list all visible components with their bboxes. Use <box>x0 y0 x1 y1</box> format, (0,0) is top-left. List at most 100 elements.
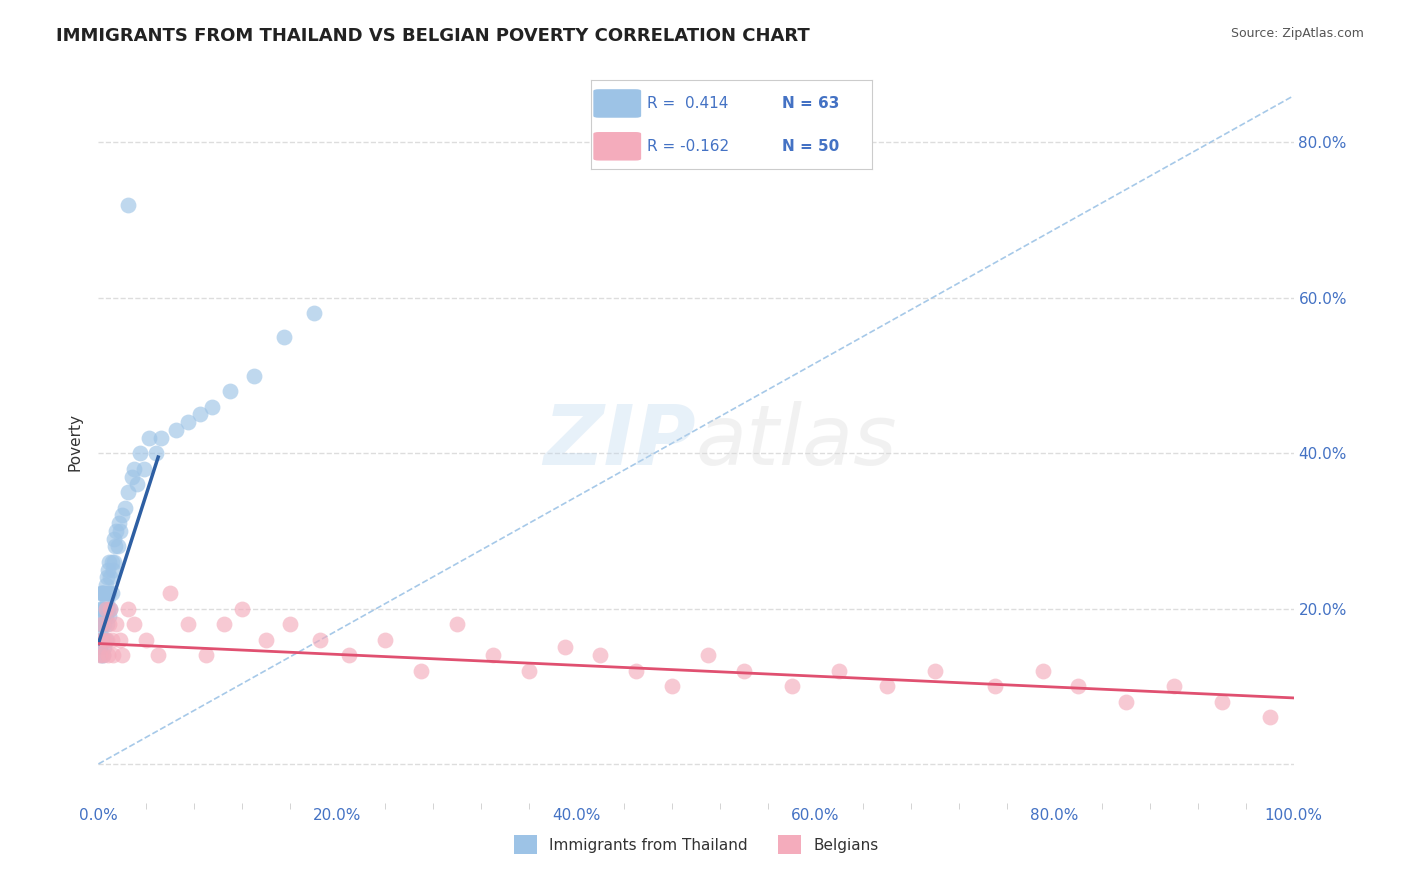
Point <box>89 601 111 615</box>
Point <box>117 197 139 211</box>
Point <box>90 632 112 647</box>
Point <box>105 617 128 632</box>
Point <box>589 648 612 663</box>
Point <box>165 423 187 437</box>
Point <box>94 601 117 615</box>
Point <box>243 368 266 383</box>
Point <box>117 601 139 615</box>
Point <box>91 617 114 632</box>
Point <box>188 408 211 422</box>
Point <box>308 632 330 647</box>
Point <box>93 601 115 615</box>
Point <box>90 648 112 663</box>
Point <box>278 617 301 632</box>
Point <box>91 632 114 647</box>
Point <box>148 648 170 663</box>
Point <box>1258 710 1281 724</box>
Point <box>90 586 112 600</box>
Point <box>96 570 118 584</box>
Text: R = -0.162: R = -0.162 <box>647 139 728 153</box>
Point <box>411 664 433 678</box>
Point <box>1032 664 1054 678</box>
Point <box>828 664 851 678</box>
Point <box>91 586 114 600</box>
Point <box>212 617 235 632</box>
Legend: Immigrants from Thailand, Belgians: Immigrants from Thailand, Belgians <box>508 830 884 860</box>
Point <box>98 609 121 624</box>
Point <box>517 664 540 678</box>
Point <box>125 477 148 491</box>
Point <box>124 617 146 632</box>
Point <box>96 632 118 647</box>
Point <box>93 640 115 655</box>
Point <box>273 329 295 343</box>
Point <box>111 508 134 523</box>
Point <box>100 632 122 647</box>
Point <box>91 648 114 663</box>
Point <box>104 540 127 554</box>
Point <box>97 586 120 600</box>
Point <box>97 601 120 615</box>
Point <box>91 617 114 632</box>
Point <box>108 524 131 538</box>
Point <box>780 679 803 693</box>
Point <box>554 640 576 655</box>
Point <box>91 632 114 647</box>
Point <box>697 648 720 663</box>
Point <box>89 648 111 663</box>
Point <box>254 632 277 647</box>
Point <box>984 679 1007 693</box>
Point <box>117 485 139 500</box>
Point <box>93 632 115 647</box>
Point <box>121 469 143 483</box>
Point <box>97 563 120 577</box>
Point <box>145 446 167 460</box>
Point <box>446 617 468 632</box>
Point <box>100 555 122 569</box>
Point <box>1067 679 1090 693</box>
Point <box>195 648 218 663</box>
Point <box>90 617 112 632</box>
Point <box>129 446 152 460</box>
Point <box>103 555 125 569</box>
Point <box>876 679 898 693</box>
Point <box>124 461 146 475</box>
Point <box>96 594 118 608</box>
Point <box>177 415 200 429</box>
Point <box>91 601 114 615</box>
Point <box>114 500 136 515</box>
Point <box>94 609 117 624</box>
Point <box>135 632 157 647</box>
Point <box>91 609 114 624</box>
Point <box>93 617 115 632</box>
Point <box>1115 695 1137 709</box>
Point <box>89 640 111 655</box>
Point <box>149 431 172 445</box>
Point <box>481 648 505 663</box>
Point <box>98 586 121 600</box>
Point <box>138 431 160 445</box>
Text: atlas: atlas <box>696 401 897 482</box>
Point <box>96 617 118 632</box>
Point <box>98 601 122 615</box>
FancyBboxPatch shape <box>593 89 641 118</box>
Point <box>108 632 131 647</box>
Point <box>1163 679 1185 693</box>
Point <box>159 586 181 600</box>
Point <box>94 578 117 592</box>
Point <box>98 601 122 615</box>
Point <box>90 632 112 647</box>
Point <box>374 632 396 647</box>
Point <box>1211 695 1233 709</box>
FancyBboxPatch shape <box>593 132 641 161</box>
Point <box>101 563 124 577</box>
Point <box>132 461 155 475</box>
Point <box>733 664 755 678</box>
Point <box>101 648 124 663</box>
Y-axis label: Poverty: Poverty <box>67 412 83 471</box>
Point <box>98 555 121 569</box>
Point <box>111 648 134 663</box>
Point <box>107 540 129 554</box>
Point <box>302 306 325 320</box>
Point <box>219 384 242 398</box>
